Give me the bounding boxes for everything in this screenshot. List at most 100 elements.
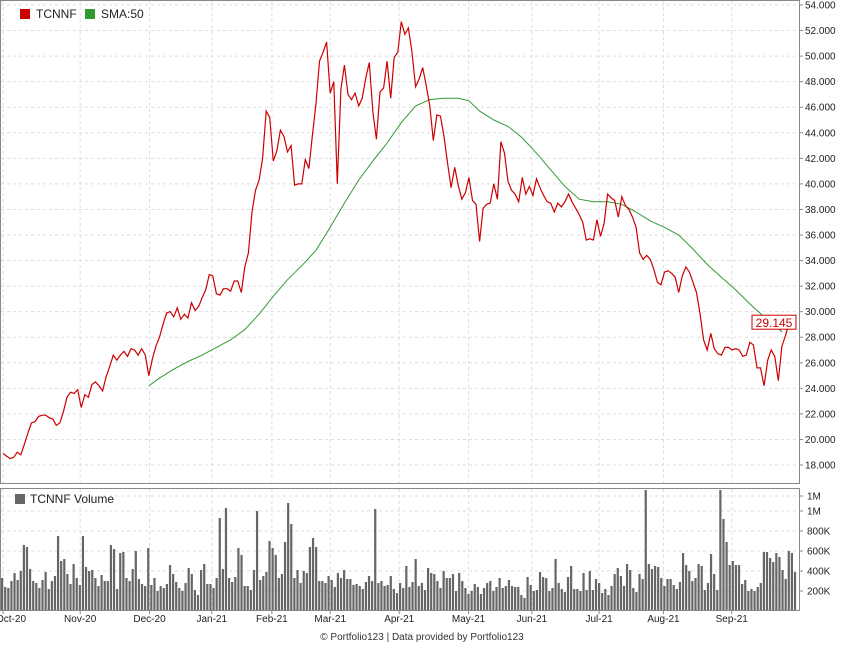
volume-bar	[343, 570, 346, 610]
volume-bar	[311, 538, 315, 610]
volume-bar	[144, 586, 147, 610]
x-tick-label: Jul-21	[585, 614, 613, 625]
volume-bar	[109, 545, 113, 610]
volume-y-axis: 200K 400K 600K 800K 1M 1M	[799, 492, 831, 598]
volume-bar	[249, 590, 252, 610]
volume-bar	[259, 580, 262, 610]
volume-bar	[675, 589, 678, 610]
price-tick-label: 28.000	[805, 333, 836, 344]
volume-bar	[613, 574, 616, 610]
volume-bar	[501, 588, 504, 610]
volume-bar	[734, 565, 738, 610]
volume-bar	[321, 581, 324, 610]
volume-bar	[573, 589, 576, 610]
volume-bar	[60, 561, 63, 610]
volume-bar	[728, 565, 731, 610]
volume-bar	[346, 579, 349, 610]
volume-tick-label: 1M	[807, 492, 821, 503]
volume-bar	[165, 584, 169, 610]
volume-bar	[56, 536, 60, 610]
volume-bar	[629, 570, 632, 610]
volume-bar	[252, 570, 256, 610]
x-tick-label: May-21	[452, 614, 486, 625]
volume-bar	[1, 578, 4, 610]
volume-bar	[517, 587, 520, 610]
volume-bar	[237, 548, 240, 610]
legend-label-tcnnf: TCNNF	[36, 7, 77, 21]
x-tick-label: Feb-21	[256, 614, 288, 625]
volume-bar	[576, 589, 579, 610]
volume-bar	[240, 555, 243, 610]
volume-bar	[75, 578, 78, 610]
price-tick-label: 20.000	[805, 435, 836, 446]
volume-bar	[504, 586, 507, 610]
volume-bar	[374, 509, 377, 610]
volume-bar	[81, 536, 85, 610]
volume-bar	[753, 591, 756, 610]
volume-legend: TCNNF Volume	[15, 492, 114, 506]
x-tick-label: Aug-21	[647, 614, 680, 625]
volume-bar	[268, 541, 271, 610]
volume-bar	[63, 559, 66, 610]
volume-bar	[19, 571, 22, 610]
volume-bar	[231, 582, 234, 610]
volume-bar	[203, 564, 206, 610]
volume-bar	[529, 585, 532, 610]
volume-bar	[787, 551, 790, 610]
volume-bar	[206, 584, 209, 610]
price-tick-label: 44.000	[805, 128, 836, 139]
volume-bar	[352, 585, 355, 610]
volume-bar	[184, 583, 187, 610]
price-tick-label: 46.000	[805, 103, 836, 114]
volume-bar	[520, 595, 523, 610]
volume-bar	[725, 542, 728, 610]
volume-bar	[162, 588, 165, 610]
volume-bar	[13, 573, 16, 610]
volume-bar	[610, 586, 613, 610]
volume-bar	[554, 559, 557, 610]
volume-bar	[44, 572, 47, 610]
volume-bar	[168, 565, 172, 610]
volume-bar	[172, 574, 175, 610]
volume-bar	[355, 584, 358, 610]
volume-bar	[116, 589, 119, 610]
volume-bar	[339, 578, 343, 610]
volume-gridlines	[1, 489, 799, 610]
volume-bar	[476, 587, 479, 610]
volume-bar	[84, 567, 88, 610]
volume-bar	[336, 573, 340, 610]
volume-bar	[402, 588, 405, 610]
volume-bar	[470, 591, 473, 610]
price-tick-label: 32.000	[805, 282, 836, 293]
volume-bar	[439, 588, 442, 610]
x-tick-label: Apr-21	[384, 614, 414, 625]
volume-bar	[479, 594, 483, 610]
volume-bar	[762, 552, 766, 610]
x-tick-label: Oct-20	[0, 614, 26, 625]
volume-bar	[678, 582, 682, 610]
volume-bar	[635, 592, 638, 610]
tcnnf-price-line	[2, 21, 790, 460]
volume-bar	[308, 547, 312, 610]
volume-bar	[495, 587, 498, 610]
volume-bar	[442, 571, 445, 610]
price-tick-label: 24.000	[805, 384, 836, 395]
volume-bar	[607, 595, 610, 610]
volume-bar	[66, 574, 69, 610]
volume-bar	[196, 595, 200, 610]
volume-bar	[601, 593, 604, 610]
volume-bar	[193, 590, 196, 610]
volume-bar	[744, 580, 747, 610]
volume-bar	[32, 581, 35, 610]
volume-bar	[47, 589, 50, 610]
footer-credit: © Portfolio123 | Data provided by Portfo…	[320, 632, 524, 643]
volume-bar	[591, 590, 594, 610]
volume-bar	[566, 577, 570, 610]
volume-bar	[153, 578, 156, 610]
volume-bar	[131, 569, 134, 610]
volume-bar	[426, 568, 430, 610]
volume-bar	[212, 588, 215, 610]
volume-bar	[53, 576, 57, 610]
volume-bar	[414, 559, 417, 610]
volume-bar	[119, 553, 122, 610]
